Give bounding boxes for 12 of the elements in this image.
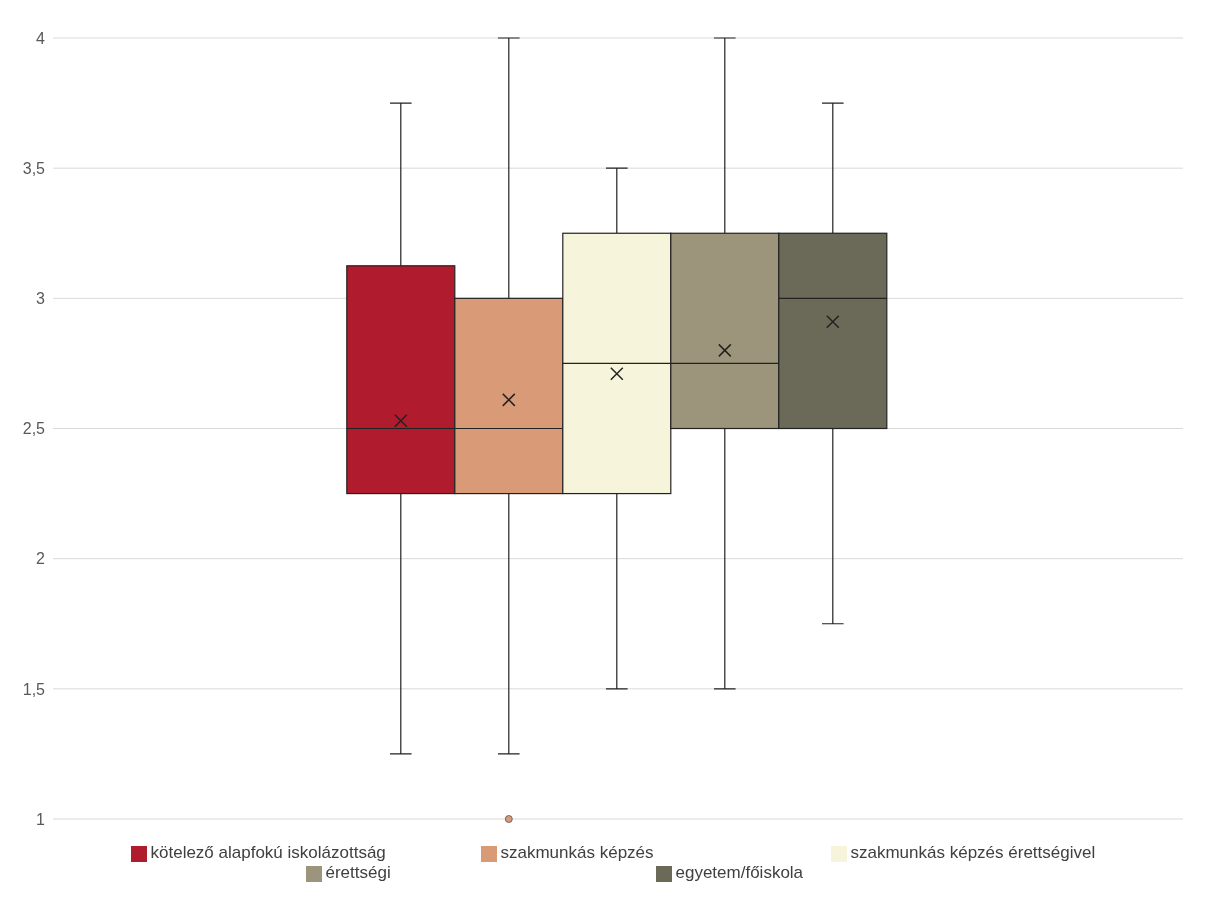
legend-label: szakmunkás képzés — [500, 843, 655, 863]
legend-label: kötelező alapfokú iskolázottság — [150, 843, 387, 863]
legend-label: szakmunkás képzés érettségivel — [850, 843, 1097, 863]
legend-label: érettségi — [325, 863, 392, 883]
y-tick-label: 3,5 — [22, 159, 46, 177]
y-tick-label: 2,5 — [22, 420, 46, 438]
y-tick-label: 3 — [36, 290, 46, 308]
y-tick-label: 1 — [36, 810, 46, 828]
y-tick-label: 4 — [36, 29, 46, 47]
y-tick-label: 1,5 — [22, 680, 46, 698]
y-tick-label: 2 — [36, 550, 46, 568]
legend-label: egyetem/főiskola — [675, 863, 805, 883]
